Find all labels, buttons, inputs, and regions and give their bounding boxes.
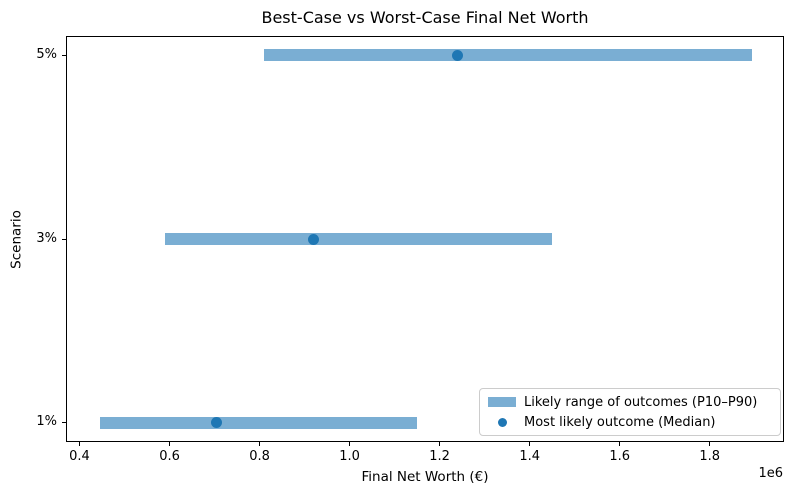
x-tick-label: 1.8 (699, 449, 721, 464)
x-tick-label: 1.6 (609, 449, 631, 464)
legend-row-range: Likely range of outcomes (P10–P90) (487, 393, 773, 411)
range-bar-swatch-icon (488, 397, 516, 407)
y-tick-label: 1% (36, 414, 57, 430)
median-dot (211, 417, 223, 429)
x-tick-label: 1.4 (519, 449, 540, 464)
y-tick-mark (62, 54, 66, 56)
legend-label-median: Most likely outcome (Median) (524, 414, 716, 430)
x-tick-label: 1.2 (429, 449, 450, 464)
x-tick-label: 0.8 (249, 449, 270, 464)
y-tick-mark (62, 238, 66, 240)
median-dot-icon (497, 417, 507, 427)
x-tick-mark (169, 442, 171, 446)
median-dot (452, 49, 464, 61)
x-tick-mark (259, 442, 261, 446)
x-tick-mark (79, 442, 80, 446)
x-tick-mark (349, 442, 351, 446)
median-dot (308, 233, 320, 245)
legend: Likely range of outcomes (P10–P90) Most … (479, 388, 781, 436)
x-axis-label: Final Net Worth (€) (361, 469, 489, 485)
x-tick-mark (439, 442, 441, 446)
range-bar (165, 233, 553, 245)
x-tick-mark (619, 442, 621, 446)
x-tick-label: 0.6 (159, 449, 180, 464)
y-tick-label: 3% (36, 230, 57, 246)
range-bar (264, 49, 753, 61)
chart-title: Best-Case vs Worst-Case Final Net Worth (261, 8, 589, 27)
y-tick-mark (62, 422, 66, 424)
legend-row-median: Most likely outcome (Median) (487, 413, 773, 431)
y-tick-label: 5% (36, 46, 57, 62)
x-tick-mark (529, 442, 531, 446)
x-tick-label: 0.4 (69, 449, 90, 464)
legend-marker-wrap (487, 417, 517, 427)
x-axis-offset-label: 1e6 (758, 466, 783, 481)
range-bar (99, 416, 418, 429)
x-tick-mark (709, 442, 711, 446)
y-axis-label: Scenario (8, 210, 25, 269)
legend-label-range: Likely range of outcomes (P10–P90) (524, 394, 758, 410)
x-tick-label: 1.0 (339, 449, 360, 464)
legend-marker-wrap (487, 397, 517, 407)
